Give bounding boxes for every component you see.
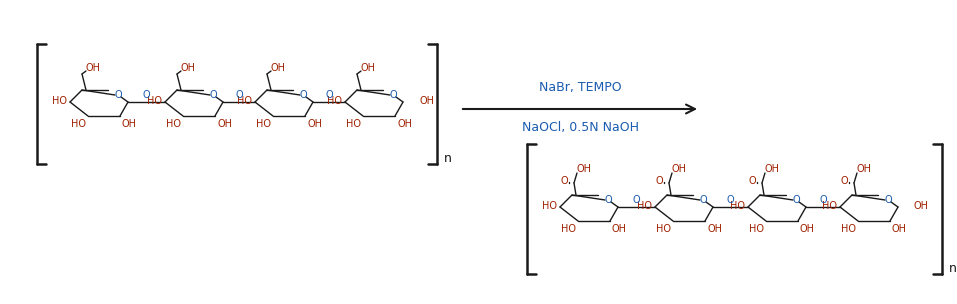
Text: O: O <box>560 176 568 186</box>
Text: O: O <box>143 90 150 100</box>
Text: O: O <box>792 195 800 205</box>
Text: OH: OH <box>892 224 907 234</box>
Text: OH: OH <box>361 63 375 73</box>
Text: OH: OH <box>707 224 722 234</box>
Text: OH: OH <box>672 164 686 174</box>
Text: HO: HO <box>346 119 361 129</box>
Text: HO: HO <box>147 96 162 106</box>
Text: OH: OH <box>85 63 100 73</box>
Text: n: n <box>949 262 957 275</box>
Text: O: O <box>633 195 640 205</box>
Text: HO: HO <box>71 119 86 129</box>
Text: OH: OH <box>857 164 872 174</box>
Text: NaBr, TEMPO: NaBr, TEMPO <box>539 81 621 94</box>
Text: O: O <box>235 90 243 100</box>
Text: HO: HO <box>730 201 745 211</box>
Text: OH: OH <box>419 96 434 106</box>
Text: O: O <box>389 90 397 100</box>
Text: OH: OH <box>122 119 137 129</box>
Text: HO: HO <box>327 96 342 106</box>
Text: OH: OH <box>576 164 591 174</box>
Text: O: O <box>656 176 663 186</box>
Text: O: O <box>726 195 734 205</box>
Text: O: O <box>114 90 122 100</box>
Text: O: O <box>210 90 217 100</box>
Text: OH: OH <box>765 164 780 174</box>
Text: OH: OH <box>914 201 929 211</box>
Text: HO: HO <box>256 119 271 129</box>
Text: OH: OH <box>271 63 285 73</box>
Text: HO: HO <box>822 201 837 211</box>
Text: HO: HO <box>749 224 764 234</box>
Text: O: O <box>819 195 827 205</box>
Text: n: n <box>444 153 452 165</box>
Text: O: O <box>700 195 707 205</box>
Text: O: O <box>325 90 333 100</box>
Text: OH: OH <box>307 119 322 129</box>
Text: OH: OH <box>800 224 815 234</box>
Text: O: O <box>604 195 612 205</box>
Text: HO: HO <box>52 96 67 106</box>
Text: HO: HO <box>561 224 576 234</box>
Text: HO: HO <box>637 201 652 211</box>
Text: HO: HO <box>166 119 181 129</box>
Text: NaOCl, 0.5N NaOH: NaOCl, 0.5N NaOH <box>522 120 638 133</box>
Text: HO: HO <box>237 96 252 106</box>
Text: O: O <box>884 195 892 205</box>
Text: O: O <box>300 90 307 100</box>
Text: OH: OH <box>217 119 232 129</box>
Text: HO: HO <box>542 201 557 211</box>
Text: OH: OH <box>397 119 412 129</box>
Text: HO: HO <box>841 224 856 234</box>
Text: HO: HO <box>656 224 671 234</box>
Text: OH: OH <box>181 63 195 73</box>
Text: OH: OH <box>612 224 627 234</box>
Text: O: O <box>840 176 848 186</box>
Text: O: O <box>748 176 756 186</box>
